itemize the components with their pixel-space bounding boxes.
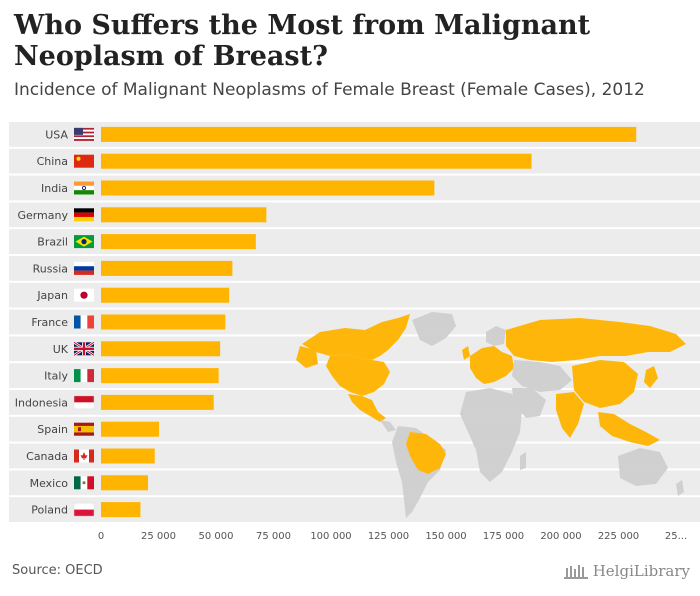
bar-japan[interactable] [101, 287, 230, 303]
library-icon [563, 565, 588, 579]
flag-china-icon [74, 154, 94, 168]
bar-spain[interactable] [101, 421, 159, 437]
flag-italy-icon [74, 369, 94, 383]
map-africa [460, 388, 522, 482]
category-label: Japan [36, 289, 68, 302]
bar-china[interactable] [101, 153, 532, 169]
x-tick-label: 225 000 [598, 531, 639, 542]
flag-russia-icon [74, 261, 94, 275]
x-tick-label: 75 000 [256, 531, 291, 542]
source-note: Source: OECD [12, 563, 103, 578]
flag-germany-icon [74, 208, 94, 222]
bar-poland[interactable] [101, 502, 141, 518]
x-tick-label: 150 000 [425, 531, 466, 542]
map-southeast-asia [598, 412, 660, 446]
map-usa [326, 354, 390, 396]
bar-france[interactable] [101, 314, 226, 330]
map-mexico [348, 394, 386, 422]
flag-brazil-icon [74, 235, 94, 249]
map-central-america [380, 420, 396, 432]
map-greenland [412, 312, 456, 346]
map-brazil [406, 432, 446, 474]
x-tick-label: 0 [98, 531, 104, 542]
bar-usa[interactable] [101, 126, 637, 142]
map-madagascar [520, 452, 526, 470]
map-india [556, 392, 584, 438]
bars [101, 126, 637, 518]
category-label: Russia [33, 262, 68, 275]
flag-france-icon [74, 315, 94, 329]
flags [73, 127, 95, 517]
x-tick-label: 175 000 [483, 531, 524, 542]
brand-name: HelgiLibrary [592, 562, 690, 580]
x-tick-label: 50 000 [199, 531, 234, 542]
map-russia [506, 318, 686, 362]
x-axis-ticks: 0 25 000 50 000 75 000 100 000 125 000 150 000… [98, 531, 687, 542]
bar-brazil[interactable] [101, 234, 256, 250]
category-label: Mexico [30, 477, 69, 490]
map-alaska [296, 346, 318, 368]
map-new-zealand [676, 480, 684, 496]
category-label: Poland [31, 504, 68, 517]
bar-india[interactable] [101, 180, 435, 196]
x-tick-label: 125 000 [368, 531, 409, 542]
flag-usa-icon [74, 127, 94, 141]
category-label: USA [45, 128, 68, 141]
x-tick-label: 25 000 [141, 531, 176, 542]
flag-mexico-icon [74, 476, 94, 490]
chart-title: Who Suffers the Most from Malignant Neop… [14, 10, 591, 72]
bar-canada[interactable] [101, 448, 155, 464]
category-label: Brazil [37, 236, 68, 249]
world-map-illustration [296, 312, 686, 518]
bar-italy[interactable] [101, 368, 219, 384]
x-tick-label: 25... [665, 531, 687, 542]
x-tick-label: 100 000 [310, 531, 351, 542]
map-china [572, 360, 638, 408]
bar-indonesia[interactable] [101, 394, 214, 410]
map-europe [470, 346, 514, 384]
flag-spain-icon [74, 422, 94, 436]
category-label: India [41, 182, 68, 195]
chart-subtitle: Incidence of Malignant Neoplasms of Fema… [14, 80, 645, 100]
flag-poland-icon [73, 502, 95, 517]
brand-logo[interactable]: HelgiLibrary [563, 562, 690, 580]
category-labels: USA China India Germany Brazil Russia Japan Fra… [15, 128, 69, 516]
map-scandinavia [486, 326, 506, 346]
category-label: China [37, 155, 68, 168]
category-label: Italy [44, 370, 68, 383]
bar-russia[interactable] [101, 260, 233, 276]
map-japan [644, 366, 658, 388]
flag-japan-icon [74, 288, 94, 302]
map-uk [462, 346, 470, 360]
bar-mexico[interactable] [101, 475, 149, 491]
bar-uk[interactable] [101, 341, 221, 357]
category-label: Indonesia [15, 396, 68, 409]
category-label: UK [53, 343, 69, 356]
map-canada [302, 314, 410, 360]
category-label: France [31, 316, 68, 329]
flag-canada-icon [74, 449, 94, 463]
flag-indonesia-icon [73, 395, 95, 410]
category-label: Spain [37, 423, 68, 436]
x-tick-label: 200 000 [540, 531, 581, 542]
flag-india-icon [74, 181, 94, 195]
category-label: Canada [26, 450, 68, 463]
map-central-asia [512, 360, 572, 392]
bar-germany[interactable] [101, 207, 267, 223]
flag-uk-icon [73, 341, 95, 357]
map-australia [618, 448, 668, 486]
category-label: Germany [17, 209, 68, 222]
